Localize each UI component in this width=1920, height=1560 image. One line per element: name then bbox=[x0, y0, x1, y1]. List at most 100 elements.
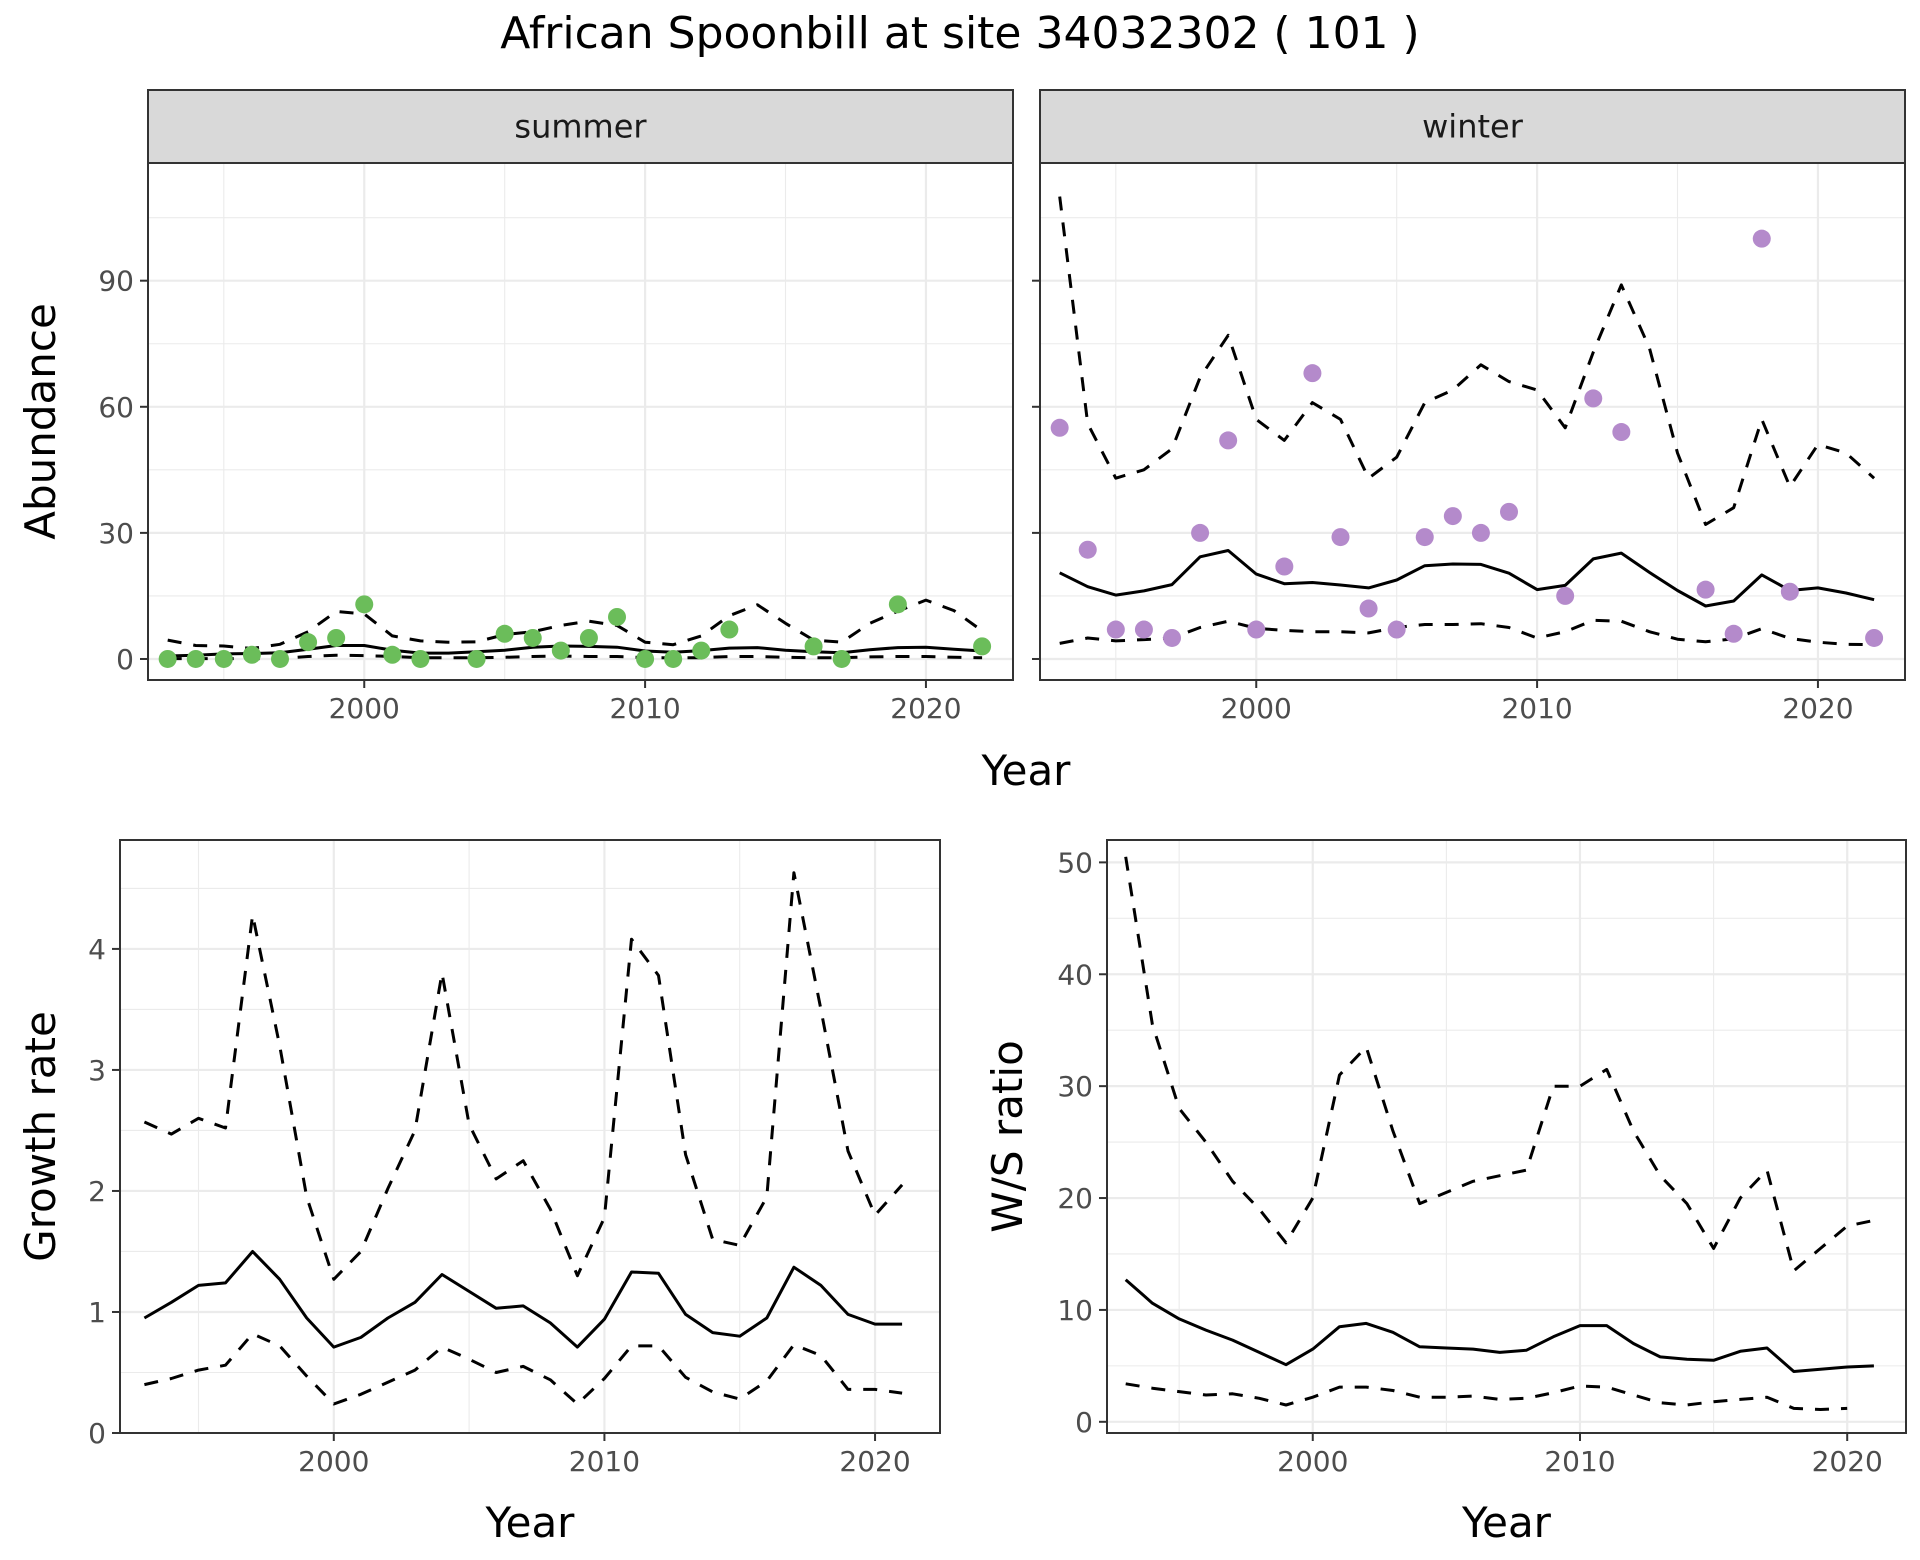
x-tick-label: 2000 bbox=[298, 1445, 369, 1478]
y-tick-label: 3 bbox=[88, 1054, 106, 1087]
data-point bbox=[636, 649, 655, 668]
panel-border bbox=[147, 162, 1014, 681]
strip-summer bbox=[147, 89, 1014, 164]
data-point bbox=[1387, 620, 1406, 639]
x-tick-label: 2010 bbox=[1501, 692, 1572, 725]
data-point bbox=[383, 645, 402, 664]
x-axis-title: Year bbox=[1461, 1498, 1552, 1547]
figure-title: African Spoonbill at site 34032302 ( 101… bbox=[500, 8, 1419, 59]
data-point bbox=[1415, 528, 1434, 547]
x-tick-label: 2020 bbox=[1812, 1445, 1883, 1478]
y-tick-label: 0 bbox=[88, 1417, 106, 1450]
y-tick-label: 90 bbox=[98, 265, 134, 298]
data-point bbox=[1584, 389, 1603, 408]
data-point bbox=[1780, 582, 1799, 601]
data-point bbox=[1752, 229, 1771, 248]
y-tick-label: 2 bbox=[88, 1175, 106, 1208]
y-tick-label: 1 bbox=[88, 1296, 106, 1329]
data-point bbox=[720, 620, 739, 639]
data-point bbox=[1247, 620, 1266, 639]
data-point bbox=[664, 649, 683, 668]
data-point bbox=[832, 649, 851, 668]
data-point bbox=[186, 649, 205, 668]
data-point bbox=[1724, 624, 1743, 643]
data-point bbox=[299, 633, 318, 652]
data-point bbox=[692, 641, 711, 660]
data-point bbox=[523, 628, 542, 647]
data-point bbox=[1331, 528, 1350, 547]
data-point bbox=[1275, 557, 1294, 576]
data-point bbox=[1106, 620, 1125, 639]
data-point bbox=[551, 641, 570, 660]
strip-label: winter bbox=[1422, 108, 1524, 146]
data-point bbox=[1556, 586, 1575, 605]
data-point bbox=[1078, 540, 1097, 559]
series-line-ci bbox=[1124, 856, 1875, 1273]
data-point bbox=[1865, 628, 1884, 647]
panel-ratio: 2000 2010 2020 0 10 20 30 40 50 Year W/S ratio bbox=[983, 839, 1907, 1547]
series-line-mean bbox=[1124, 1278, 1874, 1373]
data-point bbox=[1696, 580, 1715, 599]
data-point bbox=[327, 628, 346, 647]
data-point bbox=[1471, 523, 1490, 542]
series-line-ci bbox=[167, 598, 983, 650]
data-point bbox=[1500, 502, 1519, 521]
x-tick-label: 2020 bbox=[1782, 692, 1853, 725]
y-tick-label: 50 bbox=[1057, 846, 1093, 879]
y-tick-label: 4 bbox=[88, 933, 106, 966]
y-tick-label: 30 bbox=[1057, 1070, 1093, 1103]
panel-summer: summer 2000 2010 2020 0 30 60 90 Abundance bbox=[16, 89, 1014, 725]
y-tick-label: 30 bbox=[98, 517, 134, 550]
y-tick-label: 0 bbox=[116, 643, 134, 676]
data-point bbox=[804, 637, 823, 656]
gridlines bbox=[120, 840, 940, 1433]
series-line-ci bbox=[143, 871, 904, 1281]
data-point bbox=[270, 649, 289, 668]
data-point bbox=[888, 595, 907, 614]
data-point bbox=[1162, 628, 1181, 647]
series-line-ci bbox=[144, 1332, 903, 1406]
y-tick-label: 40 bbox=[1057, 958, 1093, 991]
series-line-mean bbox=[143, 1250, 903, 1349]
x-tick-label: 2000 bbox=[1277, 1445, 1348, 1478]
strip-label: summer bbox=[514, 108, 647, 146]
data-point bbox=[242, 645, 261, 664]
strip-winter bbox=[1039, 89, 1906, 164]
data-point bbox=[495, 624, 514, 643]
x-axis-title: Year bbox=[485, 1498, 576, 1547]
y-tick-label: 20 bbox=[1057, 1182, 1093, 1215]
x-tick-label: 2020 bbox=[839, 1445, 910, 1478]
panel-border bbox=[1039, 162, 1906, 681]
data-point bbox=[1219, 431, 1238, 450]
x-tick-label: 2000 bbox=[329, 692, 400, 725]
data-point bbox=[214, 649, 233, 668]
y-tick-label: 10 bbox=[1057, 1294, 1093, 1327]
data-point bbox=[1303, 364, 1322, 383]
data-point bbox=[1191, 523, 1210, 542]
data-point bbox=[973, 637, 992, 656]
gridlines bbox=[1040, 163, 1905, 680]
panel-winter: winter 2000 2010 2020 bbox=[1032, 89, 1906, 725]
data-point bbox=[1443, 507, 1462, 526]
series-line-ci bbox=[1059, 618, 1875, 647]
y-axis-title: W/S ratio bbox=[983, 1040, 1032, 1233]
series-line-mean bbox=[1059, 549, 1875, 608]
data-point bbox=[1612, 423, 1631, 442]
data-point bbox=[1050, 418, 1069, 437]
x-tick-label: 2020 bbox=[890, 692, 961, 725]
data-point bbox=[1359, 599, 1378, 618]
y-tick-label: 0 bbox=[1075, 1406, 1093, 1439]
data-point bbox=[158, 649, 177, 668]
panel-border bbox=[119, 839, 941, 1434]
y-tick-label: 60 bbox=[98, 391, 134, 424]
y-axis-title: Growth rate bbox=[16, 1011, 65, 1262]
data-point bbox=[411, 649, 430, 668]
x-tick-label: 2010 bbox=[569, 1445, 640, 1478]
series-line-ci bbox=[1058, 196, 1876, 526]
series-line-ci bbox=[1125, 1382, 1848, 1411]
panel-growth: 2000 2010 2020 0 1 2 3 4 Year Growth rate bbox=[16, 839, 941, 1547]
gridlines bbox=[1107, 840, 1906, 1433]
